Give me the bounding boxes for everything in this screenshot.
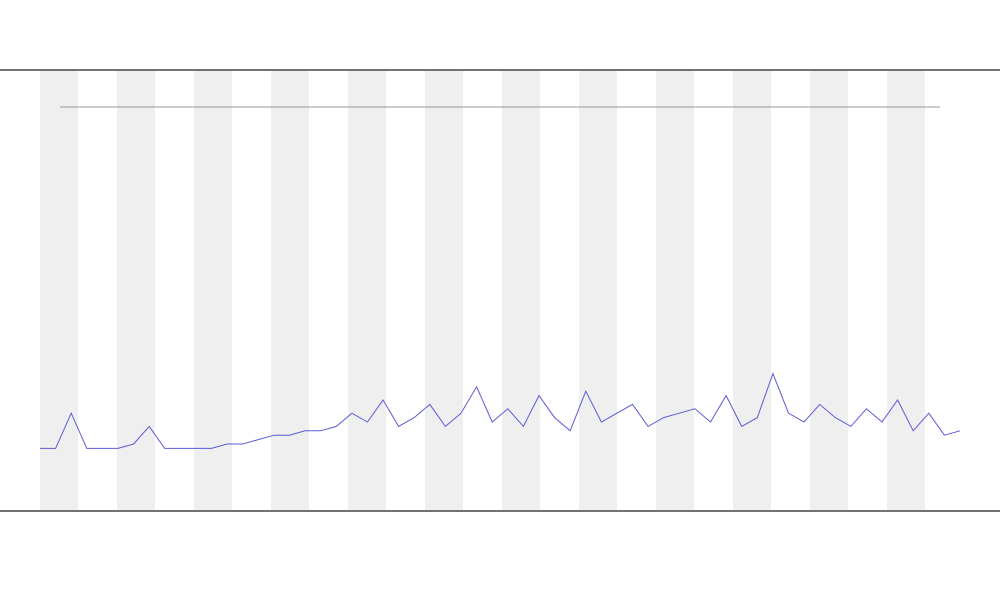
band [887, 71, 925, 510]
band [40, 71, 78, 510]
band [271, 71, 309, 510]
band [810, 71, 848, 510]
band [348, 71, 386, 510]
band [425, 71, 463, 510]
band [656, 71, 694, 510]
band [733, 71, 771, 510]
bands [40, 71, 925, 510]
band [579, 71, 617, 510]
band [117, 71, 155, 510]
band [194, 71, 232, 510]
line-series [40, 372, 961, 449]
band [502, 71, 540, 510]
